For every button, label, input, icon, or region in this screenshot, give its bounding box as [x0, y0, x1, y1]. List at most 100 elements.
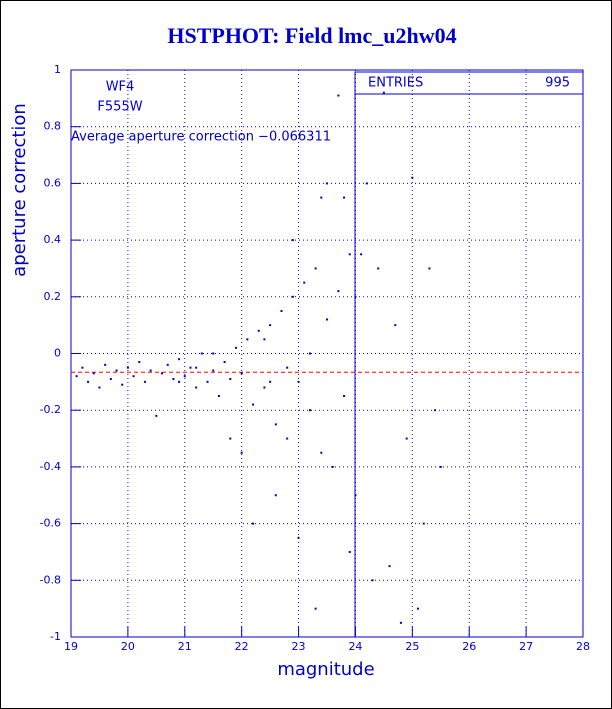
point [274, 423, 277, 426]
point [269, 380, 272, 383]
x-tick-label: 26 [462, 640, 476, 653]
y-tick-label: -0.8 [40, 573, 61, 586]
point [252, 522, 255, 525]
point [405, 437, 408, 440]
point [434, 409, 437, 412]
y-tick-label: 0.2 [44, 290, 62, 303]
point [257, 329, 260, 332]
point [166, 363, 169, 366]
point [280, 309, 283, 312]
point [297, 536, 300, 539]
point [399, 621, 402, 624]
point [200, 352, 203, 355]
point [246, 338, 249, 341]
point [81, 366, 84, 369]
point [240, 451, 243, 454]
y-axis-label: aperture correction [9, 103, 30, 277]
x-tick-label: 22 [235, 640, 249, 653]
point [75, 375, 78, 378]
point [428, 267, 431, 270]
point [331, 465, 334, 468]
point [223, 361, 226, 364]
point [121, 383, 124, 386]
point [439, 465, 442, 468]
point [308, 352, 311, 355]
annotation: F555W [97, 100, 142, 115]
point [371, 579, 374, 582]
point [252, 403, 255, 406]
point [377, 267, 380, 270]
point [115, 369, 118, 372]
x-tick-label: 19 [64, 640, 78, 653]
annotation: Average aperture correction −0.066311 [71, 130, 331, 145]
stats-value: 995 [545, 76, 570, 91]
point [132, 375, 135, 378]
y-tick-label: 0.4 [44, 233, 62, 246]
point [229, 437, 232, 440]
point [348, 550, 351, 553]
point [326, 318, 328, 321]
y-tick-label: -0.4 [40, 460, 61, 473]
x-tick-label: 27 [519, 640, 533, 653]
point [195, 366, 198, 369]
point [206, 380, 209, 383]
point [109, 378, 112, 381]
x-tick-label: 21 [178, 640, 192, 653]
point [212, 352, 215, 355]
y-tick-label: 1 [54, 63, 61, 76]
point [149, 369, 152, 372]
point [126, 366, 129, 369]
x-tick-label: 25 [405, 640, 419, 653]
x-tick-label: 28 [576, 640, 590, 653]
point [172, 378, 175, 381]
y-tick-label: -0.6 [40, 517, 61, 530]
point [291, 295, 294, 298]
point [314, 607, 317, 610]
point [320, 451, 323, 454]
point [394, 324, 397, 327]
point [195, 386, 198, 389]
point [308, 409, 311, 412]
point [337, 94, 340, 97]
y-tick-label: 0 [54, 347, 61, 360]
point [303, 281, 306, 284]
point [314, 267, 317, 270]
point [269, 324, 272, 327]
point [348, 253, 351, 256]
y-tick-label: 0.8 [44, 120, 62, 133]
point [360, 253, 363, 256]
point [104, 363, 107, 366]
point [263, 386, 266, 389]
x-tick-label: 23 [292, 640, 306, 653]
x-axis-label: magnitude [277, 659, 374, 680]
y-tick-label: -0.2 [40, 403, 61, 416]
point [286, 366, 289, 369]
point [138, 361, 141, 364]
point [320, 196, 323, 199]
point [343, 196, 346, 199]
point [286, 437, 289, 440]
chart-title: HSTPHOT: Field lmc_u2hw04 [167, 23, 456, 48]
point [229, 378, 232, 381]
y-tick-label: 0.6 [44, 176, 62, 189]
point [240, 372, 243, 375]
point [422, 522, 425, 525]
point [178, 380, 181, 383]
point [161, 372, 164, 375]
point [183, 375, 186, 378]
point [217, 395, 220, 398]
point [337, 290, 340, 293]
point [87, 380, 90, 383]
point [274, 494, 277, 497]
point [354, 494, 357, 497]
point [388, 565, 391, 568]
annotation: WF4 [106, 80, 135, 95]
point [178, 358, 181, 361]
point [297, 380, 300, 383]
point [417, 607, 420, 610]
point [234, 346, 237, 349]
y-tick-label: -1 [50, 630, 61, 643]
stats-label: ENTRIES [368, 76, 423, 91]
